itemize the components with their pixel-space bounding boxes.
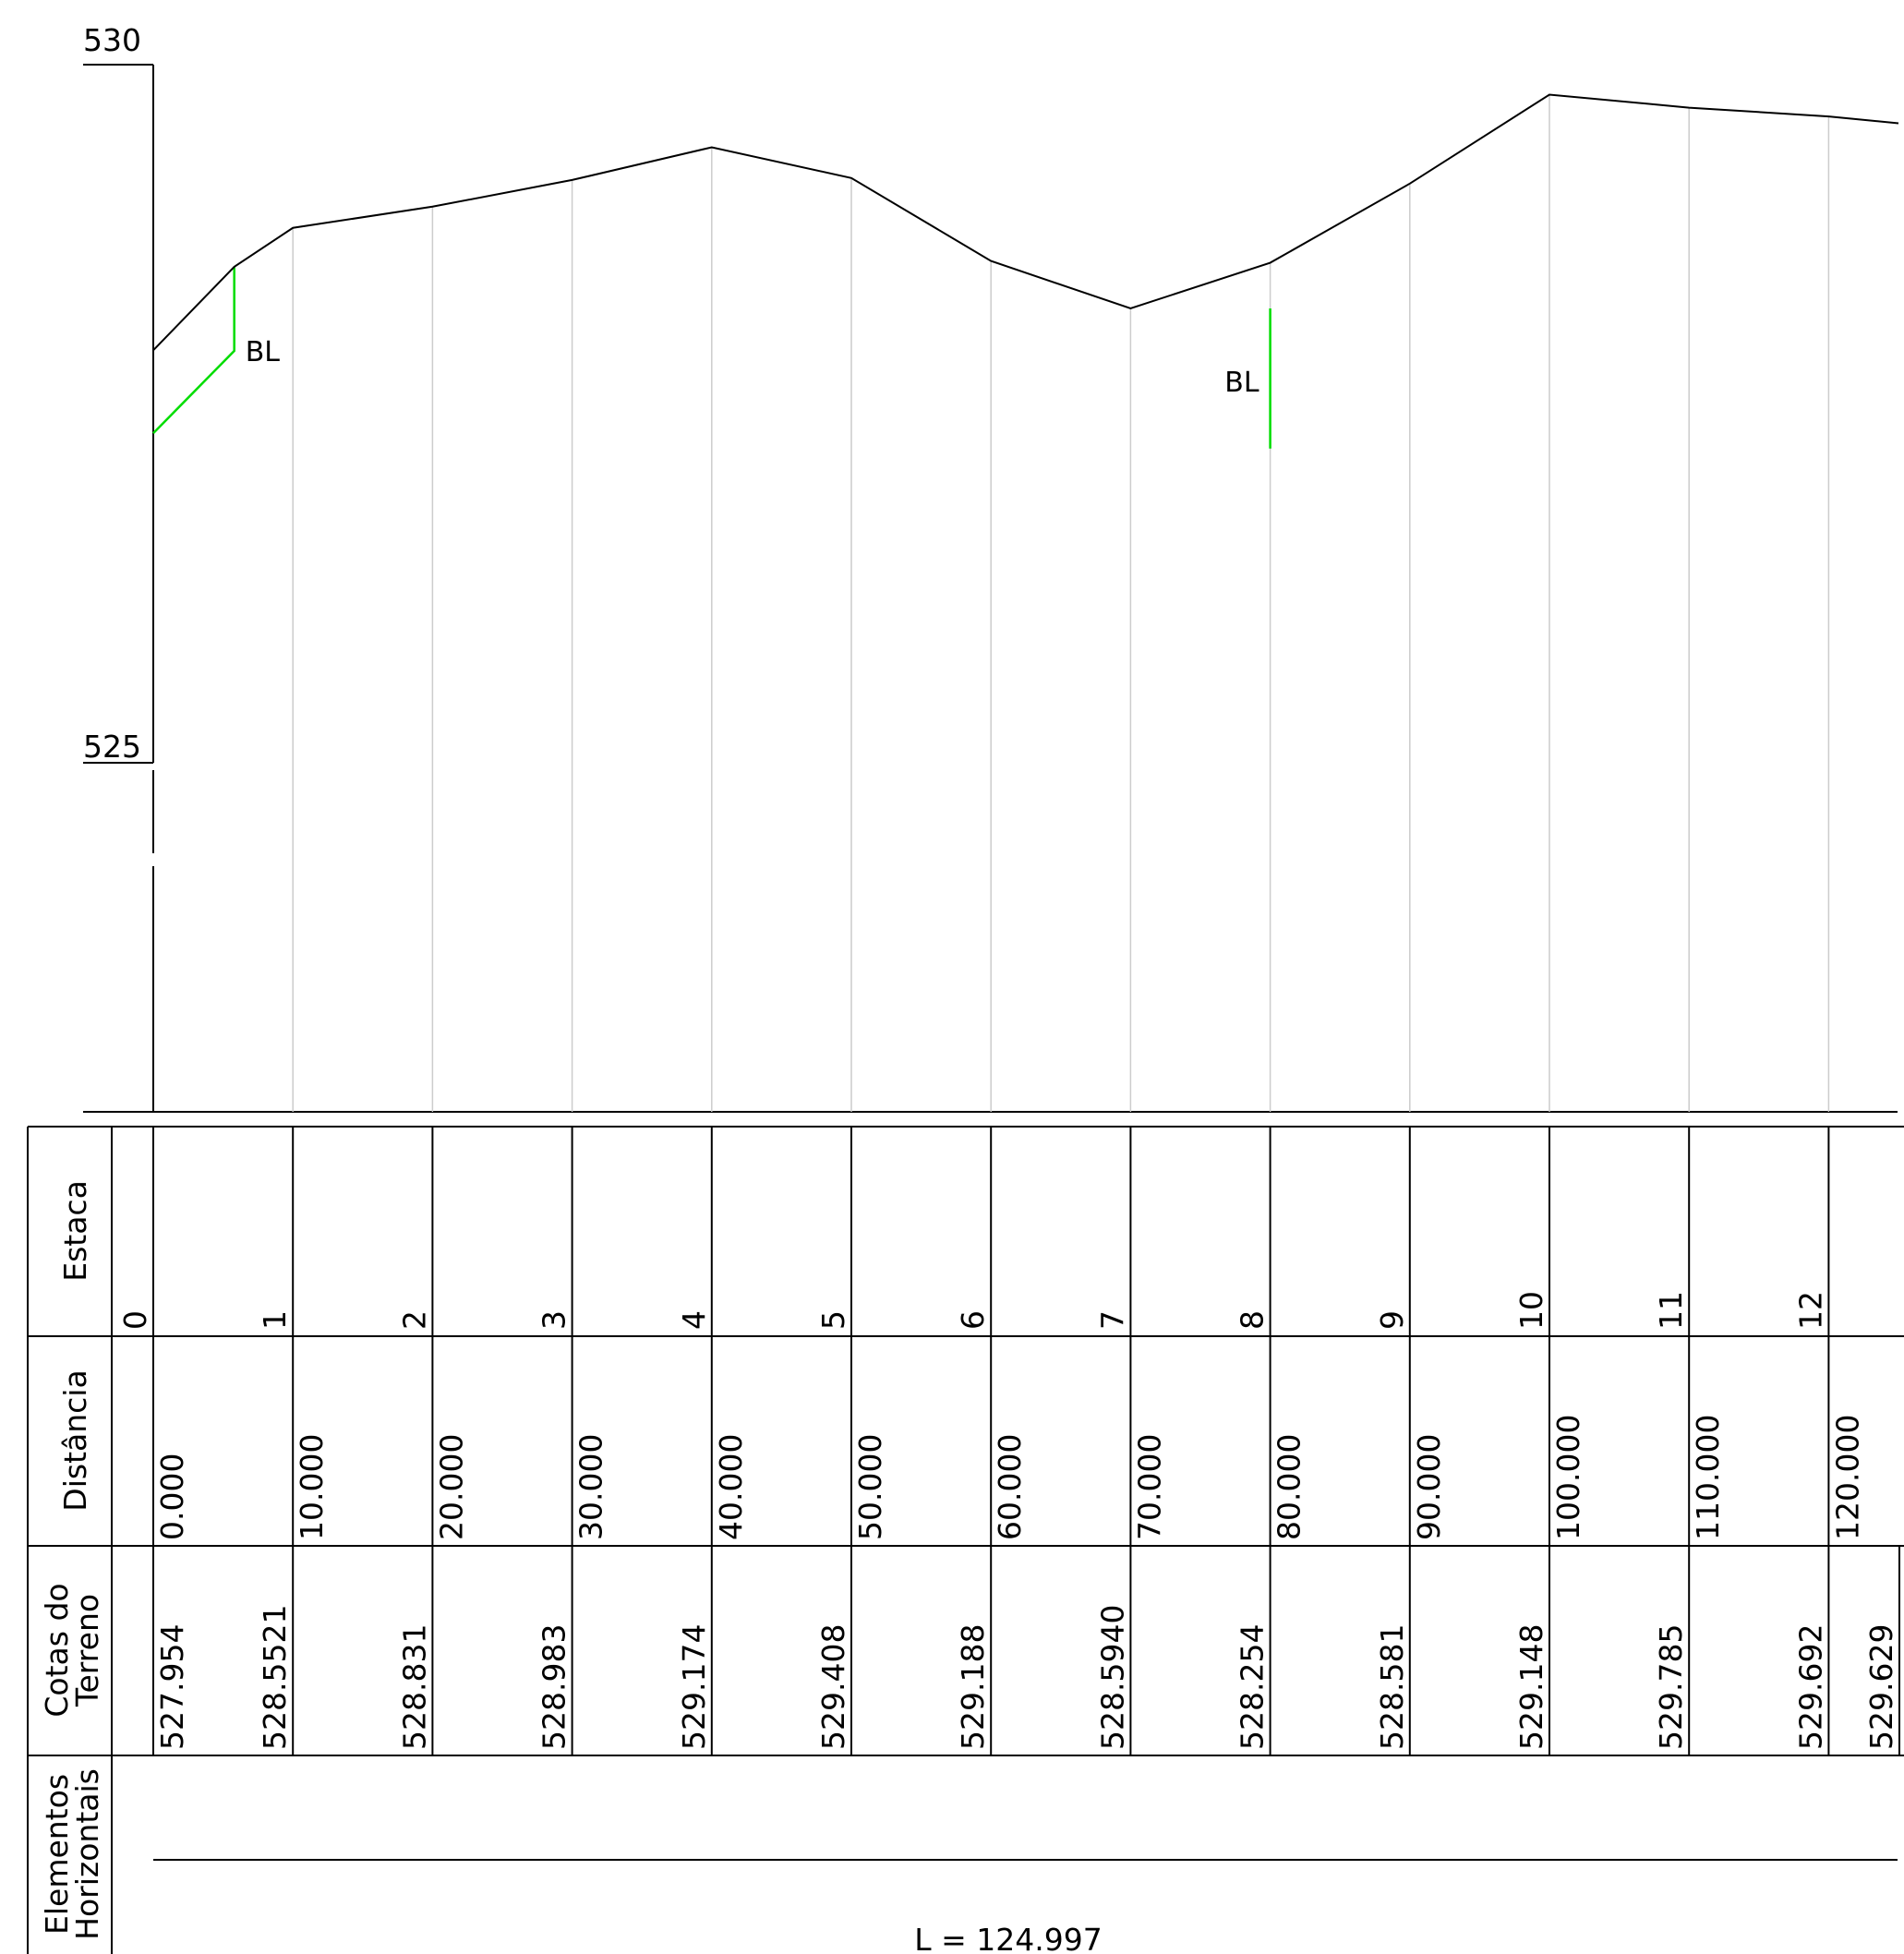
cotas-cell: 529.188 bbox=[955, 1624, 991, 1750]
distancia-cell: 40.000 bbox=[713, 1434, 749, 1540]
distancia-cell: 90.000 bbox=[1411, 1434, 1447, 1540]
cotas-cell: 529.174 bbox=[676, 1624, 712, 1750]
estaca-cell: 7 bbox=[1094, 1310, 1130, 1330]
distancia-cell: 10.000 bbox=[294, 1434, 330, 1540]
distancia-cell: 50.000 bbox=[852, 1434, 888, 1540]
row-header-distancia: Distância bbox=[57, 1369, 93, 1511]
cotas-cell: 528.581 bbox=[1374, 1624, 1410, 1750]
estaca-cell: 12 bbox=[1792, 1291, 1828, 1330]
bl-marker-label: BL bbox=[1224, 367, 1259, 399]
cotas-cell: 528.983 bbox=[536, 1624, 572, 1750]
distancia-cell: 70.000 bbox=[1131, 1434, 1167, 1540]
distancia-cell: 20.000 bbox=[433, 1434, 469, 1540]
elementos-length-label: L = 124.997 bbox=[914, 1922, 1102, 1954]
row-header-elementos-line2: Horizontais bbox=[69, 1768, 105, 1940]
estaca-cell: 6 bbox=[955, 1310, 991, 1330]
estaca-cell: 4 bbox=[676, 1310, 712, 1330]
distancia-cell: 100.000 bbox=[1550, 1415, 1586, 1540]
station-grid bbox=[292, 94, 1830, 1112]
y-label-530: 530 bbox=[83, 22, 141, 58]
distancia-cell: 80.000 bbox=[1271, 1434, 1307, 1540]
row-header-cotas-line1: Cotas do bbox=[39, 1583, 75, 1717]
estaca-cell: 2 bbox=[396, 1310, 432, 1330]
row-header-elementos-line1: Elementos bbox=[39, 1774, 75, 1935]
distancia-cell: 110.000 bbox=[1690, 1415, 1726, 1540]
bl-marker-label: BL bbox=[246, 336, 281, 368]
table-cells: 0 1 2 3 4 5 6 7 8 9 10 11 120.000 10.000 20.000 30.000 4… bbox=[117, 1127, 1899, 1755]
estaca-cell: 9 bbox=[1374, 1310, 1410, 1330]
cotas-cell: 528.254 bbox=[1235, 1624, 1271, 1750]
row-header-estaca: Estaca bbox=[57, 1180, 93, 1282]
cotas-cell: 529.692 bbox=[1792, 1624, 1828, 1750]
estaca-cell: 11 bbox=[1653, 1291, 1689, 1330]
bl-markers: BL BL bbox=[152, 266, 1271, 449]
row-header-cotas-line2: Terreno bbox=[69, 1594, 105, 1707]
distancia-cell: 0.000 bbox=[154, 1453, 190, 1540]
cotas-cell: 529.148 bbox=[1513, 1624, 1549, 1750]
cotas-cell: 527.954 bbox=[154, 1624, 190, 1750]
cotas-cell: 528.5521 bbox=[257, 1605, 293, 1750]
terrain-line bbox=[152, 93, 1899, 352]
estaca-cell: 5 bbox=[815, 1310, 851, 1330]
distancia-cell: 120.000 bbox=[1829, 1415, 1865, 1540]
distancia-cell: 60.000 bbox=[992, 1434, 1028, 1540]
distancia-cell: 30.000 bbox=[573, 1434, 609, 1540]
bl-marker-line bbox=[152, 266, 235, 435]
estaca-cell: 8 bbox=[1235, 1310, 1271, 1330]
cotas-cell: 529.785 bbox=[1653, 1624, 1689, 1750]
estaca-cell: 1 bbox=[257, 1310, 293, 1330]
profile-table: Estaca Distância Cotas do Terreno Elemen… bbox=[27, 1126, 1904, 1954]
cotas-cell: 528.831 bbox=[396, 1624, 432, 1750]
estaca-cell: 10 bbox=[1513, 1291, 1549, 1330]
cotas-cell: 529.408 bbox=[815, 1624, 851, 1750]
y-label-525: 525 bbox=[83, 729, 141, 765]
estaca-cell: 0 bbox=[117, 1310, 153, 1330]
cotas-cell: 529.629 bbox=[1863, 1624, 1899, 1750]
terrain-profile bbox=[152, 93, 1899, 352]
estaca-cell: 3 bbox=[536, 1310, 572, 1330]
cotas-cell: 528.5940 bbox=[1094, 1605, 1130, 1750]
